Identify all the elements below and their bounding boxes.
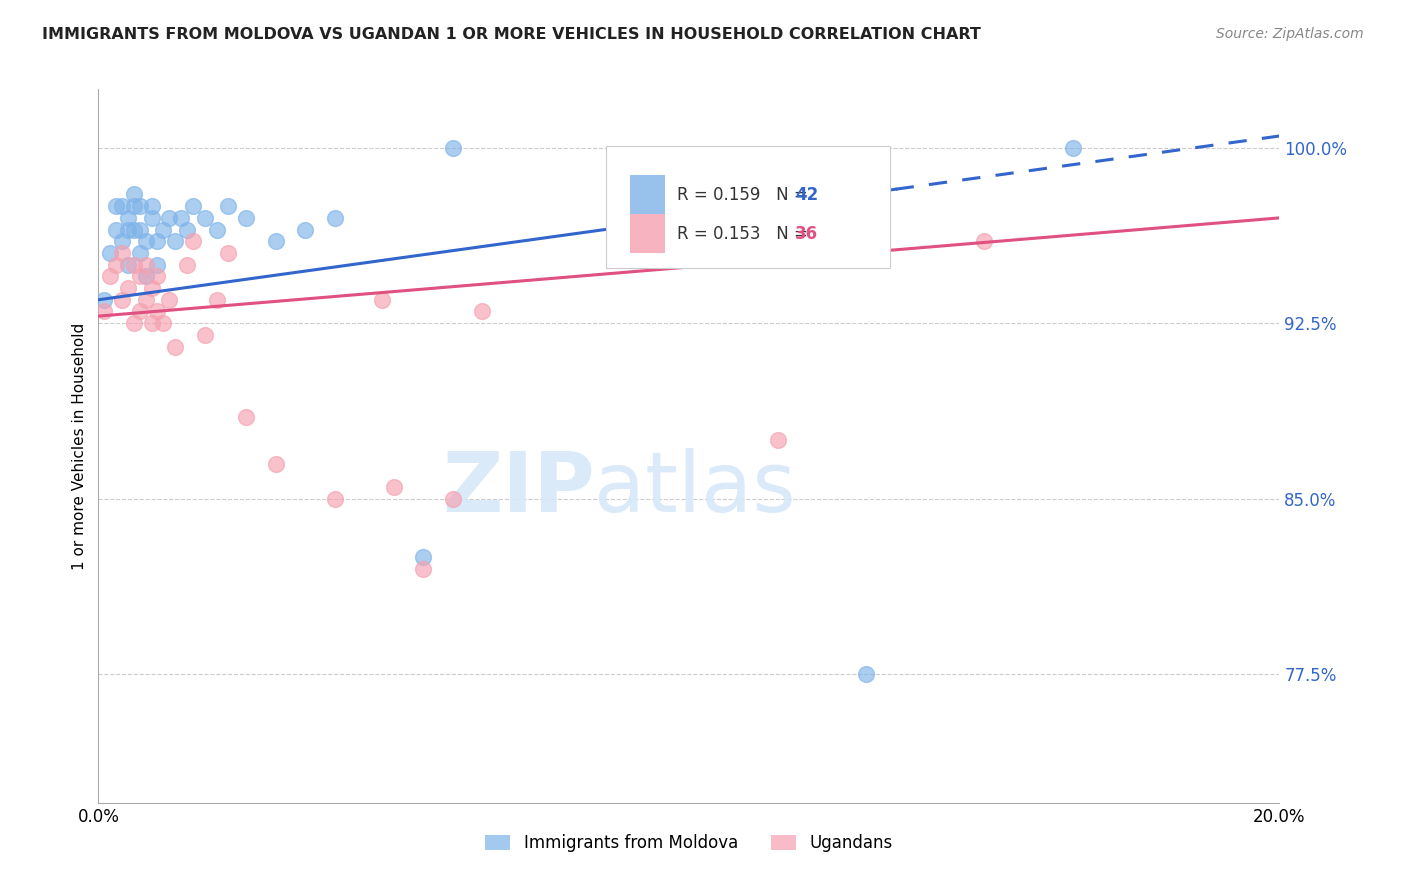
FancyBboxPatch shape xyxy=(630,214,665,253)
Point xyxy=(471,304,494,318)
Point xyxy=(146,234,169,248)
Point xyxy=(98,269,121,284)
Point xyxy=(135,258,157,272)
Point xyxy=(323,491,346,506)
Point xyxy=(205,293,228,307)
Point xyxy=(146,269,169,284)
Point xyxy=(135,293,157,307)
Point xyxy=(176,258,198,272)
Point xyxy=(105,258,128,272)
Point xyxy=(235,409,257,424)
Legend: Immigrants from Moldova, Ugandans: Immigrants from Moldova, Ugandans xyxy=(478,828,900,859)
Point xyxy=(128,246,150,260)
Text: R = 0.153   N =: R = 0.153 N = xyxy=(678,225,813,243)
Point xyxy=(441,491,464,506)
Point xyxy=(141,199,163,213)
Text: R = 0.159   N =: R = 0.159 N = xyxy=(678,186,813,203)
Point xyxy=(412,550,434,565)
Point xyxy=(93,293,115,307)
Point xyxy=(111,234,134,248)
Point xyxy=(441,141,464,155)
Point xyxy=(98,246,121,260)
Point xyxy=(105,199,128,213)
Point xyxy=(122,316,145,330)
Point xyxy=(294,222,316,236)
Point xyxy=(111,293,134,307)
Point xyxy=(117,222,139,236)
Point xyxy=(412,562,434,576)
Point xyxy=(165,234,187,248)
Point xyxy=(135,269,157,284)
Point xyxy=(111,199,134,213)
Y-axis label: 1 or more Vehicles in Household: 1 or more Vehicles in Household xyxy=(72,322,87,570)
Point xyxy=(217,199,239,213)
Point xyxy=(973,234,995,248)
Point xyxy=(111,246,134,260)
Point xyxy=(128,222,150,236)
Point xyxy=(181,234,204,248)
Point xyxy=(117,211,139,225)
Point xyxy=(170,211,193,225)
Point xyxy=(117,258,139,272)
Point xyxy=(122,199,145,213)
Point xyxy=(323,211,346,225)
Point xyxy=(141,281,163,295)
Point xyxy=(194,327,217,342)
Point xyxy=(371,293,394,307)
Text: IMMIGRANTS FROM MOLDOVA VS UGANDAN 1 OR MORE VEHICLES IN HOUSEHOLD CORRELATION C: IMMIGRANTS FROM MOLDOVA VS UGANDAN 1 OR … xyxy=(42,27,981,42)
Point xyxy=(205,222,228,236)
Point xyxy=(152,222,174,236)
Point xyxy=(122,258,145,272)
Point xyxy=(157,211,180,225)
Point xyxy=(152,316,174,330)
Point xyxy=(1062,141,1084,155)
Point xyxy=(135,234,157,248)
Point xyxy=(128,269,150,284)
Point xyxy=(181,199,204,213)
Point xyxy=(128,304,150,318)
Point xyxy=(146,304,169,318)
Point xyxy=(128,199,150,213)
Point xyxy=(382,480,405,494)
Point xyxy=(194,211,217,225)
Text: ZIP: ZIP xyxy=(441,449,595,529)
Point xyxy=(264,457,287,471)
Point xyxy=(264,234,287,248)
Point xyxy=(235,211,257,225)
Point xyxy=(141,211,163,225)
Point xyxy=(855,667,877,681)
Point xyxy=(141,316,163,330)
FancyBboxPatch shape xyxy=(630,175,665,214)
Point xyxy=(176,222,198,236)
Point xyxy=(122,222,145,236)
Point xyxy=(122,187,145,202)
Text: 42: 42 xyxy=(796,186,818,203)
Point xyxy=(766,433,789,447)
Point xyxy=(105,222,128,236)
Point xyxy=(217,246,239,260)
Point xyxy=(165,340,187,354)
Point xyxy=(93,304,115,318)
Point xyxy=(117,281,139,295)
Text: atlas: atlas xyxy=(595,449,796,529)
Text: Source: ZipAtlas.com: Source: ZipAtlas.com xyxy=(1216,27,1364,41)
Text: 36: 36 xyxy=(796,225,818,243)
Point xyxy=(146,258,169,272)
Point xyxy=(157,293,180,307)
FancyBboxPatch shape xyxy=(606,146,890,268)
